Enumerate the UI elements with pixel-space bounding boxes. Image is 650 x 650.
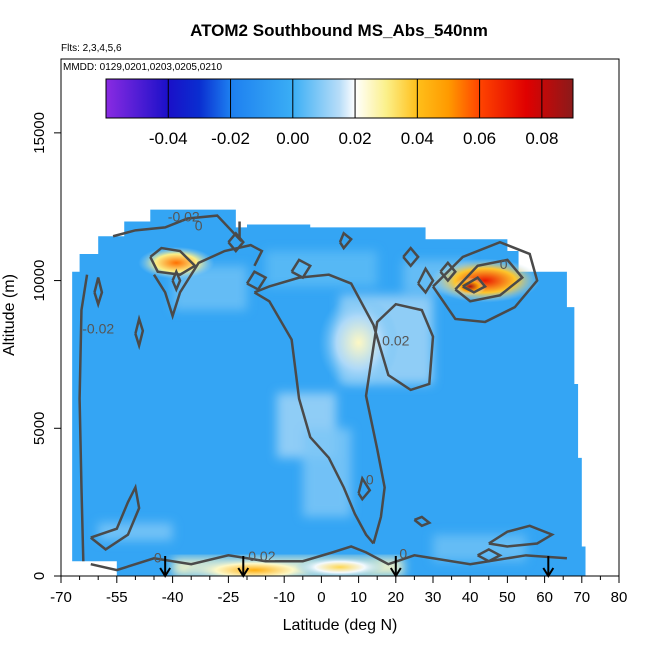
contour-lines: [78, 214, 568, 572]
colorbar-tick-label: 0.06: [463, 129, 496, 148]
y-tick-label: 5000: [31, 412, 48, 445]
x-tick-label: -10: [273, 589, 295, 606]
y-tick-label: 10000: [31, 260, 48, 302]
colorbar-tick-label: 0.02: [339, 129, 372, 148]
contour-line: [417, 266, 435, 295]
contour-label: 0: [154, 550, 162, 566]
contour-line: [253, 273, 435, 544]
colorbar-tick-label: 0.00: [276, 129, 309, 148]
contour-line: [357, 475, 372, 502]
contour-line: [431, 240, 539, 324]
y-axis-label: Altitude (m): [1, 274, 18, 356]
contour-line: [149, 246, 197, 276]
x-tick-label: -70: [50, 589, 72, 606]
colorbar-tick-label: -0.04: [149, 129, 188, 148]
x-axis-label: Latitude (deg N): [283, 617, 398, 634]
contour-line: [253, 291, 375, 545]
contour-line: [245, 270, 268, 292]
high-region: [184, 558, 325, 576]
x-tick-label: -40: [162, 589, 184, 606]
contour-label: -0.02: [82, 321, 114, 337]
x-tick-label: 60: [536, 589, 553, 606]
contour-label: 0: [500, 256, 508, 272]
colorbar-ticks: -0.04 -0.02 0.00 0.02 0.04 0.06 0.08: [149, 79, 558, 148]
heatmap-streak: [302, 428, 352, 517]
contour-line: [152, 243, 264, 321]
y-tick-label: 15000: [31, 112, 48, 154]
contour-line: [477, 547, 503, 563]
contour-line: [171, 268, 182, 293]
contour-line: [462, 275, 488, 294]
contour-label: 0: [195, 217, 203, 233]
contour-line: [338, 231, 353, 251]
x-tick-label: 70: [573, 589, 590, 606]
contour-line: [134, 314, 145, 351]
contour-label: 0.02: [248, 548, 275, 564]
x-axis: -70 -55 -40 -25 -10 0 10 20 30 40 50 60 70 80: [50, 576, 627, 606]
contour-line: [402, 246, 420, 268]
x-tick-label: 0: [317, 589, 325, 606]
colorbar-tick-label: 0.04: [401, 129, 434, 148]
heatmap-streak: [265, 251, 378, 287]
dates-subtitle: MMDD: 0129,0201,0203,0205,0210: [63, 62, 222, 73]
contour-label: 0: [399, 545, 407, 561]
colorbar-gradient: [105, 78, 574, 119]
contour-label: -0.02: [168, 208, 200, 224]
contour-line: [227, 231, 245, 253]
chart-title: ATOM2 Southbound MS_Abs_540nm: [190, 21, 488, 40]
contour-line: [290, 258, 313, 280]
x-tick-label: 40: [462, 589, 479, 606]
heatmap-field: [72, 209, 586, 576]
contour-line: [89, 483, 141, 551]
contour-label: 0: [366, 471, 374, 487]
colorbar: -0.04 -0.02 0.00 0.02 0.04 0.06 0.08: [105, 78, 574, 148]
contour-label: 0.02: [382, 333, 409, 349]
contour-line: [439, 260, 457, 283]
heatmap-streaks: [98, 251, 526, 562]
contour-line: [78, 274, 89, 562]
flights-subtitle: Flts: 2,3,4,5,6: [61, 43, 122, 54]
x-tick-label: -55: [106, 589, 128, 606]
x-tick-label: 30: [425, 589, 442, 606]
x-tick-label: 80: [611, 589, 628, 606]
x-tick-label: -25: [218, 589, 240, 606]
x-tick-label: 20: [387, 589, 404, 606]
contour-line: [90, 545, 568, 572]
contour-line: [413, 515, 432, 528]
x-tick-label: 50: [499, 589, 516, 606]
y-tick-label: 0: [31, 572, 48, 580]
high-region: [295, 557, 385, 576]
contour-line: [93, 277, 104, 309]
colorbar-tick-label: -0.02: [211, 129, 250, 148]
contour-line: [488, 524, 555, 548]
colorbar-tick-label: 0.08: [525, 129, 558, 148]
contour-line: [454, 258, 525, 303]
x-tick-label: 10: [350, 589, 367, 606]
high-region: [318, 294, 399, 391]
y-axis: 0 5000 10000 15000: [31, 112, 61, 580]
